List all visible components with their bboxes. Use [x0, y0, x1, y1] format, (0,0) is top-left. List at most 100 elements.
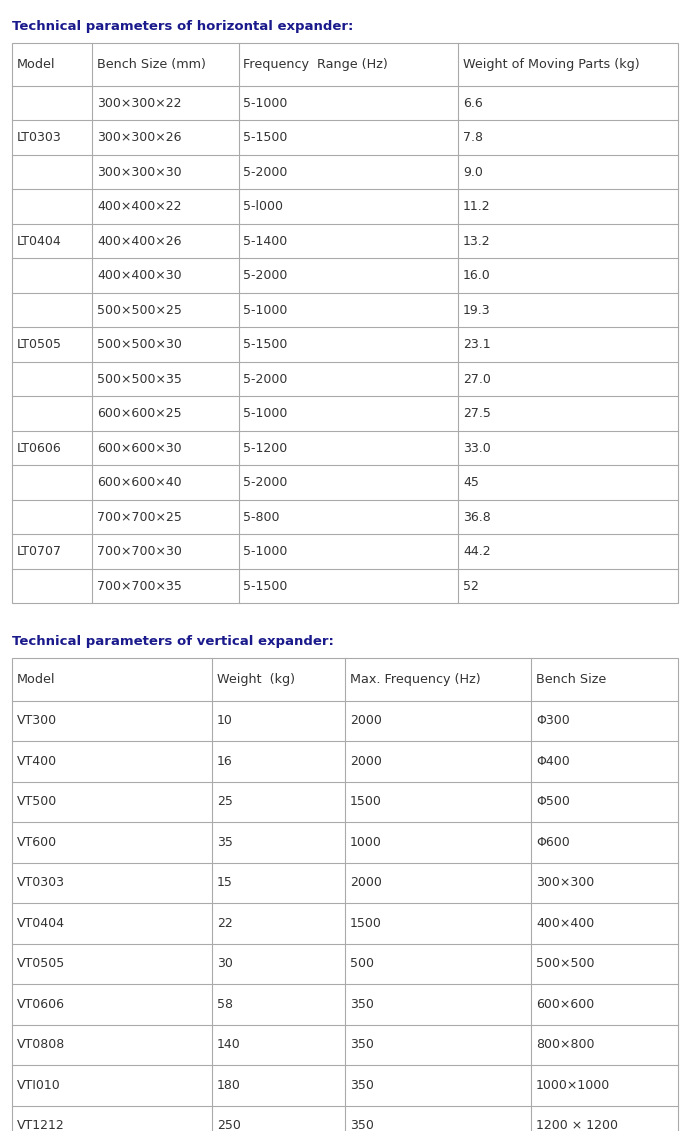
- Text: 600×600×40: 600×600×40: [97, 476, 181, 489]
- Text: Φ500: Φ500: [536, 795, 570, 809]
- Text: VT600: VT600: [17, 836, 57, 849]
- Text: 2000: 2000: [350, 715, 382, 727]
- Text: 600×600×30: 600×600×30: [97, 442, 181, 455]
- Text: 700×700×35: 700×700×35: [97, 580, 182, 593]
- Text: 5-2000: 5-2000: [244, 166, 288, 179]
- Text: 44.2: 44.2: [463, 545, 491, 558]
- Text: 700×700×30: 700×700×30: [97, 545, 182, 558]
- Text: LT0707: LT0707: [17, 545, 62, 558]
- Text: 6.6: 6.6: [463, 97, 483, 110]
- Text: LT0303: LT0303: [17, 131, 62, 144]
- Text: 400×400×30: 400×400×30: [97, 269, 181, 282]
- Text: VTI010: VTI010: [17, 1079, 61, 1091]
- Text: Model: Model: [17, 58, 56, 71]
- Text: 140: 140: [217, 1038, 241, 1052]
- Text: 16: 16: [217, 754, 233, 768]
- Text: 500×500: 500×500: [536, 957, 595, 970]
- Text: 1500: 1500: [350, 917, 382, 930]
- Text: VT400: VT400: [17, 754, 57, 768]
- Text: 1500: 1500: [350, 795, 382, 809]
- Text: LT0606: LT0606: [17, 442, 62, 455]
- Text: 500×500×30: 500×500×30: [97, 338, 182, 351]
- Text: Frequency  Range (Hz): Frequency Range (Hz): [244, 58, 388, 71]
- Bar: [12, 43, 678, 604]
- Text: 500×500×35: 500×500×35: [97, 373, 182, 386]
- Text: 5-1500: 5-1500: [244, 338, 288, 351]
- Text: 1000: 1000: [350, 836, 382, 849]
- Text: 25: 25: [217, 795, 233, 809]
- Text: 5-800: 5-800: [244, 511, 280, 524]
- Text: LT0404: LT0404: [17, 235, 62, 248]
- Text: 400×400×22: 400×400×22: [97, 200, 181, 213]
- Text: Φ300: Φ300: [536, 715, 570, 727]
- Text: 15: 15: [217, 877, 233, 889]
- Text: Φ600: Φ600: [536, 836, 570, 849]
- Text: VT500: VT500: [17, 795, 57, 809]
- Text: 400×400×26: 400×400×26: [97, 235, 181, 248]
- Text: Φ400: Φ400: [536, 754, 570, 768]
- Text: 5-1200: 5-1200: [244, 442, 288, 455]
- Text: 5-1500: 5-1500: [244, 131, 288, 144]
- Text: VT1212: VT1212: [17, 1120, 65, 1131]
- Text: 23.1: 23.1: [463, 338, 491, 351]
- Text: VT0303: VT0303: [17, 877, 66, 889]
- Text: Weight  (kg): Weight (kg): [217, 673, 295, 685]
- Text: 33.0: 33.0: [463, 442, 491, 455]
- Text: 5-2000: 5-2000: [244, 476, 288, 489]
- Text: 16.0: 16.0: [463, 269, 491, 282]
- Text: 10: 10: [217, 715, 233, 727]
- Text: 5-1000: 5-1000: [244, 545, 288, 558]
- Text: Bench Size (mm): Bench Size (mm): [97, 58, 206, 71]
- Text: 11.2: 11.2: [463, 200, 491, 213]
- Text: 300×300: 300×300: [536, 877, 594, 889]
- Text: VT0606: VT0606: [17, 998, 66, 1011]
- Text: 9.0: 9.0: [463, 166, 483, 179]
- Text: Bench Size: Bench Size: [536, 673, 607, 685]
- Text: 350: 350: [350, 998, 374, 1011]
- Text: 5-1000: 5-1000: [244, 97, 288, 110]
- Text: VT0505: VT0505: [17, 957, 66, 970]
- Text: 1000×1000: 1000×1000: [536, 1079, 611, 1091]
- Text: 27.5: 27.5: [463, 407, 491, 420]
- Text: 5-2000: 5-2000: [244, 373, 288, 386]
- Text: 35: 35: [217, 836, 233, 849]
- Text: 300×300×26: 300×300×26: [97, 131, 181, 144]
- Text: 13.2: 13.2: [463, 235, 491, 248]
- Text: Max. Frequency (Hz): Max. Frequency (Hz): [350, 673, 480, 685]
- Text: 700×700×25: 700×700×25: [97, 511, 182, 524]
- Text: Model: Model: [17, 673, 56, 685]
- Text: VT0808: VT0808: [17, 1038, 66, 1052]
- Text: 5-2000: 5-2000: [244, 269, 288, 282]
- Text: LT0505: LT0505: [17, 338, 62, 351]
- Text: Weight of Moving Parts (kg): Weight of Moving Parts (kg): [463, 58, 640, 71]
- Text: 30: 30: [217, 957, 233, 970]
- Text: 5-1500: 5-1500: [244, 580, 288, 593]
- Text: 7.8: 7.8: [463, 131, 483, 144]
- Text: 500: 500: [350, 957, 374, 970]
- Text: VT0404: VT0404: [17, 917, 66, 930]
- Text: 180: 180: [217, 1079, 241, 1091]
- Text: 600×600: 600×600: [536, 998, 594, 1011]
- Text: 27.0: 27.0: [463, 373, 491, 386]
- Text: 350: 350: [350, 1038, 374, 1052]
- Text: Technical parameters of vertical expander:: Technical parameters of vertical expande…: [12, 636, 334, 648]
- Text: Technical parameters of horizontal expander:: Technical parameters of horizontal expan…: [12, 20, 354, 33]
- Bar: [12, 658, 678, 1131]
- Text: 350: 350: [350, 1120, 374, 1131]
- Text: 300×300×22: 300×300×22: [97, 97, 181, 110]
- Text: 400×400: 400×400: [536, 917, 594, 930]
- Text: 22: 22: [217, 917, 233, 930]
- Text: 5-1400: 5-1400: [244, 235, 288, 248]
- Text: 58: 58: [217, 998, 233, 1011]
- Text: 52: 52: [463, 580, 479, 593]
- Text: VT300: VT300: [17, 715, 57, 727]
- Text: 350: 350: [350, 1079, 374, 1091]
- Text: 2000: 2000: [350, 877, 382, 889]
- Text: 250: 250: [217, 1120, 241, 1131]
- Text: 800×800: 800×800: [536, 1038, 595, 1052]
- Text: 19.3: 19.3: [463, 304, 491, 317]
- Text: 600×600×25: 600×600×25: [97, 407, 181, 420]
- Text: 45: 45: [463, 476, 479, 489]
- Text: 300×300×30: 300×300×30: [97, 166, 181, 179]
- Text: 5-l000: 5-l000: [244, 200, 284, 213]
